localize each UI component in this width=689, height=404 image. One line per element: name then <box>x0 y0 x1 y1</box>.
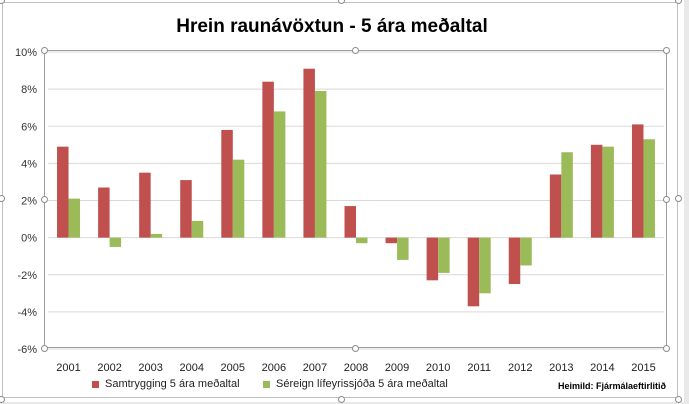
y-tick-label: -2% <box>17 270 37 282</box>
legend-swatch-series-2 <box>263 380 270 388</box>
y-tick-label: 10% <box>15 47 37 59</box>
y-tick-label: 8% <box>21 84 37 96</box>
plot-resize-handle-bottom[interactable] <box>352 345 359 352</box>
x-tick-label: 2007 <box>303 362 327 374</box>
bar-series-1-2001 <box>57 146 69 238</box>
y-tick-label: 4% <box>21 158 37 170</box>
plot-resize-handle-top-right[interactable] <box>663 47 670 54</box>
bar-series-1-2014 <box>590 144 603 238</box>
x-tick-label: 2008 <box>344 362 368 374</box>
bar-series-2-2013 <box>561 152 573 238</box>
bar-series-1-2008 <box>344 206 356 238</box>
bar-series-1-2002 <box>98 187 110 238</box>
x-tick-label: 2004 <box>179 362 203 374</box>
x-tick-label: 2006 <box>262 362 286 374</box>
chart-resize-handle-top-right[interactable] <box>675 0 682 4</box>
bar-series-2-2006 <box>273 111 286 238</box>
bar-series-2-2010 <box>438 237 450 273</box>
y-tick-label: 6% <box>21 121 37 133</box>
bar-series-2-2011 <box>479 237 491 294</box>
bar-series-2-2003 <box>150 233 163 238</box>
chart-resize-handle-left[interactable] <box>0 195 5 202</box>
y-tick-label: -6% <box>17 344 37 356</box>
x-tick-label: 2013 <box>549 362 573 374</box>
bar-series-2-2007 <box>314 90 327 238</box>
x-tick-label: 2014 <box>590 362 614 374</box>
bar-series-2-2004 <box>191 220 204 238</box>
plot-resize-handle-bottom-left[interactable] <box>41 345 48 352</box>
bar-series-2-2008 <box>356 237 368 244</box>
plot-resize-handle-top[interactable] <box>352 47 359 54</box>
bar-series-2-2009 <box>397 237 409 260</box>
plot-resize-handle-bottom-right[interactable] <box>663 345 670 352</box>
x-tick-label: 2015 <box>631 362 655 374</box>
chart-resize-handle-top[interactable] <box>338 0 345 4</box>
x-tick-label: 2003 <box>138 362 162 374</box>
bar-series-2-2001 <box>68 198 81 238</box>
bar-series-2-2015 <box>643 139 655 238</box>
x-tick-label: 2012 <box>508 362 532 374</box>
bar-series-1-2003 <box>139 172 151 238</box>
bar-series-2-2005 <box>232 159 245 238</box>
x-tick-label: 2010 <box>426 362 450 374</box>
chart-resize-handle-bottom-left[interactable] <box>0 396 5 403</box>
plot-resize-handle-top-left[interactable] <box>41 47 48 54</box>
bar-series-1-2013 <box>549 174 562 238</box>
legend-label-series-2: Séreign lífeyrissjóða 5 ára meðaltal <box>276 378 448 390</box>
bar-series-2-2014 <box>602 146 614 238</box>
legend-label-series-1: Samtrygging 5 ára meðaltal <box>105 378 240 390</box>
bar-series-1-2012 <box>508 237 521 285</box>
x-tick-label: 2011 <box>467 362 491 374</box>
legend-item-series-2[interactable]: Séreign lífeyrissjóða 5 ára meðaltal <box>263 377 448 391</box>
bar-series-1-2009 <box>385 237 398 244</box>
chart-resize-handle-bottom-right[interactable] <box>675 396 682 403</box>
y-tick-label: -4% <box>17 307 37 319</box>
x-tick-label: 2005 <box>221 362 245 374</box>
chart-resize-handle-bottom[interactable] <box>338 396 345 403</box>
bar-series-1-2004 <box>180 180 192 238</box>
bar-series-1-2011 <box>467 237 480 307</box>
plot-resize-handle-right[interactable] <box>663 196 670 203</box>
bar-series-1-2007 <box>303 68 315 238</box>
chart-resize-handle-top-left[interactable] <box>0 0 5 4</box>
chart-title[interactable]: Hrein raunávöxtun - 5 ára meðaltal <box>176 16 488 37</box>
bar-series-2-2002 <box>109 237 122 247</box>
y-tick-label: 0% <box>21 233 37 245</box>
y-tick-label: 2% <box>21 196 37 208</box>
bar-series-1-2015 <box>631 124 644 238</box>
x-tick-label: 2009 <box>385 362 409 374</box>
plot-resize-handle-left[interactable] <box>41 196 48 203</box>
legend-swatch-series-1 <box>92 380 99 388</box>
bar-series-1-2005 <box>221 129 233 238</box>
chart-resize-handle-right[interactable] <box>675 195 682 202</box>
bar-series-2-2012 <box>520 237 532 266</box>
legend-item-series-1[interactable]: Samtrygging 5 ára meðaltal <box>92 377 240 391</box>
source-note: Heimild: Fjármálaeftirlitið <box>557 381 666 391</box>
x-tick-label: 2001 <box>56 362 80 374</box>
x-tick-label: 2002 <box>97 362 121 374</box>
bar-series-1-2010 <box>426 237 439 281</box>
bar-series-1-2006 <box>262 81 274 238</box>
